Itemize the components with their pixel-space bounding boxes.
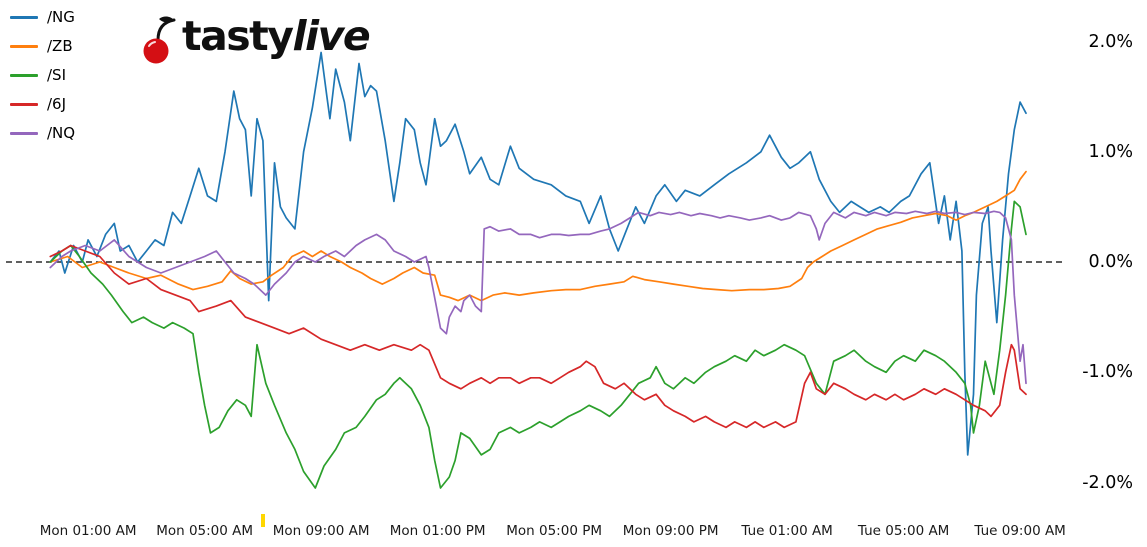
- legend-swatch-nq: [10, 131, 38, 135]
- x-axis-tick-label: Tue 01:00 AM: [741, 523, 833, 539]
- y-axis-tick-label: -2.0%: [1082, 472, 1133, 493]
- session-start-marker: [260, 514, 265, 527]
- logo-text-tasty: tasty: [182, 12, 294, 60]
- series-line-nq: [49, 210, 1027, 385]
- logo-wordmark: tastylive: [182, 11, 371, 61]
- x-axis-tick-label: Mon 05:00 PM: [506, 523, 602, 539]
- legend-item-si: /SI: [10, 66, 75, 84]
- x-axis-tick-label: Mon 09:00 PM: [622, 523, 719, 539]
- series-line-si: [49, 200, 1027, 489]
- y-axis-tick-label: 0.0%: [1088, 252, 1133, 272]
- y-axis-tick-label: 2.0%: [1088, 31, 1133, 52]
- logo-text-live: live: [292, 12, 371, 60]
- tastylive-logo: tastylive: [137, 11, 371, 65]
- legend-label: /ZB: [47, 37, 73, 55]
- x-axis-tick-label: Mon 05:00 AM: [156, 523, 254, 539]
- y-axis-tick-label: -1.0%: [1082, 362, 1133, 383]
- legend-label: /NG: [47, 8, 75, 26]
- series-line-zb: [49, 170, 1027, 302]
- legend-swatch-ng: [10, 15, 38, 19]
- legend-item-6j: /6J: [10, 95, 75, 113]
- series-line-ng: [49, 51, 1027, 456]
- cherry-body: [143, 38, 169, 64]
- legend: /NG/ZB/SI/6J/NQ: [10, 8, 75, 142]
- x-axis-tick-label: Tue 05:00 AM: [857, 523, 950, 539]
- x-axis-tick-label: Mon 01:00 PM: [389, 523, 486, 539]
- legend-item-nq: /NQ: [10, 124, 75, 142]
- legend-label: /6J: [47, 95, 67, 113]
- legend-item-ng: /NG: [10, 8, 75, 26]
- legend-swatch-6j: [10, 102, 38, 106]
- cherry-icon: [143, 16, 176, 64]
- legend-swatch-si: [10, 73, 38, 77]
- y-axis-tick-label: 1.0%: [1088, 141, 1133, 162]
- legend-label: /NQ: [47, 124, 76, 142]
- series-line-6j: [49, 244, 1027, 429]
- x-axis-tick-label: Tue 09:00 AM: [974, 523, 1066, 539]
- x-axis-tick-label: Mon 01:00 AM: [39, 523, 137, 539]
- legend-item-zb: /ZB: [10, 37, 75, 55]
- legend-label: /SI: [47, 66, 66, 84]
- x-axis-tick-label: Mon 09:00 AM: [272, 523, 370, 539]
- legend-swatch-zb: [10, 44, 38, 48]
